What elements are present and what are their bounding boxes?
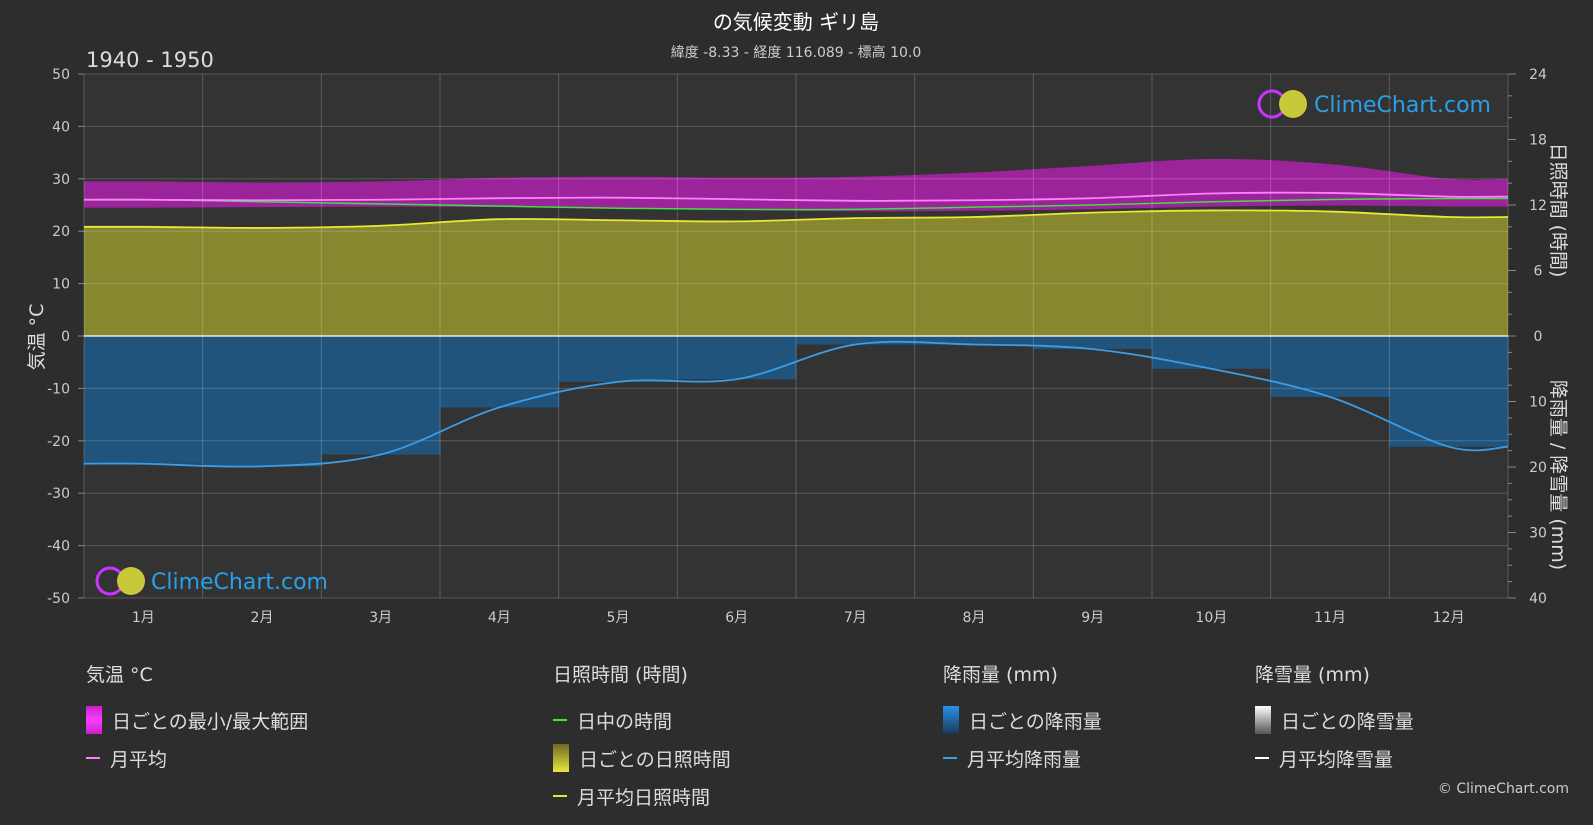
legend-item: 日ごとの最小/最大範囲 bbox=[86, 701, 308, 739]
month-label: 2月 bbox=[251, 610, 274, 626]
sunshine-mean-swatch bbox=[553, 795, 567, 797]
rain-bar bbox=[202, 336, 322, 467]
left-tick-label: -50 bbox=[47, 591, 70, 607]
period-label: 1940 - 1950 bbox=[86, 48, 214, 72]
legend-sun-title: 日照時間 (時間) bbox=[553, 664, 688, 686]
month-label: 4月 bbox=[488, 610, 511, 626]
snow-swatch bbox=[1255, 706, 1271, 734]
right-top-tick-label: 0 bbox=[1534, 329, 1543, 345]
left-tick-label: -40 bbox=[47, 539, 70, 555]
logo-sun-icon bbox=[1279, 90, 1307, 118]
legend-temp: 気温 °C 日ごとの最小/最大範囲 月平均 bbox=[86, 660, 308, 777]
rain-bar bbox=[1152, 336, 1272, 369]
snow-mean-swatch bbox=[1255, 757, 1269, 759]
rain-mean-line bbox=[83, 340, 1509, 468]
right-top-tick-label: 18 bbox=[1529, 133, 1547, 149]
legend-item: 日ごとの降雪量 bbox=[1255, 701, 1414, 739]
rain-bar bbox=[558, 336, 678, 382]
legend-item: 日ごとの降雨量 bbox=[943, 701, 1102, 739]
temp-range-swatch bbox=[86, 706, 102, 734]
legend-item-label: 日ごとの日照時間 bbox=[579, 748, 731, 771]
right-bottom-tick-label: 40 bbox=[1529, 591, 1547, 607]
right-axis-bottom-label: 降雨量 / 降雪量 (mm) bbox=[1547, 380, 1569, 570]
left-tick-label: -30 bbox=[47, 486, 70, 502]
legend-item-label: 日ごとの降雨量 bbox=[969, 710, 1102, 733]
daylight-swatch bbox=[553, 719, 567, 721]
right-axis-top-label: 日照時間 (時間) bbox=[1547, 143, 1569, 278]
right-bottom-tick-label: 20 bbox=[1529, 460, 1547, 476]
month-label: 1月 bbox=[132, 610, 155, 626]
month-label: 3月 bbox=[369, 610, 392, 626]
logo-sun-icon bbox=[117, 567, 145, 595]
month-label: 12月 bbox=[1433, 610, 1465, 626]
month-label: 6月 bbox=[725, 610, 748, 626]
legend-item-label: 月平均降雨量 bbox=[967, 748, 1082, 771]
legend-item: 月平均降雨量 bbox=[943, 739, 1102, 777]
rain-bar bbox=[914, 336, 1034, 345]
right-bottom-tick-label: 10 bbox=[1529, 395, 1547, 411]
month-label: 10月 bbox=[1195, 610, 1227, 626]
legend-snow-title: 降雪量 (mm) bbox=[1255, 664, 1370, 686]
left-tick-label: 10 bbox=[52, 277, 70, 293]
rain-bar bbox=[1270, 336, 1390, 397]
legend-item-label: 日中の時間 bbox=[577, 710, 673, 733]
right-top-tick-label: 24 bbox=[1529, 67, 1547, 83]
left-tick-label: 50 bbox=[52, 67, 70, 83]
left-tick-label: 0 bbox=[61, 329, 70, 345]
logo-bottom-text: ClimeChart.com bbox=[151, 570, 328, 595]
chart-axes: 50 40 30 20 10 0 -10 -20 -30 -40 -50 24 18 12 6 0 10 20 30… bbox=[47, 67, 1547, 626]
right-top-tick-label: 6 bbox=[1534, 264, 1543, 280]
left-tick-label: 40 bbox=[52, 119, 70, 135]
left-tick-label: 30 bbox=[52, 172, 70, 188]
right-top-tick-label: 12 bbox=[1529, 198, 1547, 214]
legend-item-label: 日ごとの降雪量 bbox=[1281, 710, 1414, 733]
logo-top-text: ClimeChart.com bbox=[1314, 93, 1491, 118]
legend-item-label: 月平均日照時間 bbox=[577, 786, 711, 809]
legend-item: 月平均 bbox=[86, 739, 308, 777]
left-tick-label: -10 bbox=[47, 381, 70, 397]
right-bottom-tick-label: 30 bbox=[1529, 526, 1547, 542]
rain-bar bbox=[796, 336, 916, 345]
month-label: 11月 bbox=[1314, 610, 1346, 626]
chart-subtitle: 緯度 -8.33 - 経度 116.089 - 標高 10.0 bbox=[671, 44, 922, 61]
legend-temp-title: 気温 °C bbox=[86, 664, 153, 686]
legend-item: 日中の時間 bbox=[553, 701, 731, 739]
month-label: 7月 bbox=[844, 610, 867, 626]
month-label: 5月 bbox=[607, 610, 630, 626]
temp-mean-line bbox=[83, 191, 1509, 202]
legend-item: 月平均日照時間 bbox=[553, 777, 731, 815]
legend-item-label: 月平均降雪量 bbox=[1279, 748, 1394, 771]
rain-bar bbox=[1389, 336, 1509, 447]
legend-sun: 日照時間 (時間) 日中の時間 日ごとの日照時間 月平均日照時間 bbox=[553, 660, 731, 815]
logo-bottom: ClimeChart.com bbox=[95, 566, 328, 596]
temp-mean-swatch bbox=[86, 757, 100, 759]
month-label: 9月 bbox=[1081, 610, 1104, 626]
month-label: 8月 bbox=[963, 610, 986, 626]
sunshine-swatch bbox=[553, 744, 569, 772]
legend-rain-title: 降雨量 (mm) bbox=[943, 664, 1058, 686]
sunshine-mean-line bbox=[83, 209, 1509, 229]
rain-swatch bbox=[943, 706, 959, 734]
rain-bar bbox=[84, 336, 204, 464]
daylight-line bbox=[83, 197, 1509, 211]
left-axis-label: 気温 °C bbox=[26, 304, 48, 371]
sunshine-area bbox=[84, 210, 1508, 336]
left-tick-label: 20 bbox=[52, 224, 70, 240]
rain-bar bbox=[677, 336, 797, 380]
legend-item: 月平均降雪量 bbox=[1255, 739, 1414, 777]
rain-bar bbox=[321, 336, 441, 455]
climate-chart: 50 40 30 20 10 0 -10 -20 -30 -40 -50 24 18 12 6 0 10 20 30… bbox=[26, 10, 1569, 626]
chart-lines bbox=[83, 191, 1509, 468]
legend-item: 日ごとの日照時間 bbox=[553, 739, 731, 777]
chart-title: の気候変動 ギリ島 bbox=[713, 10, 879, 34]
left-tick-label: -20 bbox=[47, 434, 70, 450]
logo-top: ClimeChart.com bbox=[1257, 89, 1491, 119]
copyright: © ClimeChart.com bbox=[1437, 781, 1569, 797]
legend-snow: 降雪量 (mm) 日ごとの降雪量 月平均降雪量 bbox=[1255, 660, 1414, 777]
legend-item-label: 日ごとの最小/最大範囲 bbox=[112, 710, 309, 733]
rain-mean-swatch bbox=[943, 757, 957, 759]
legend-rain: 降雨量 (mm) 日ごとの降雨量 月平均降雨量 bbox=[943, 660, 1102, 777]
legend-item-label: 月平均 bbox=[110, 748, 168, 771]
rain-bar bbox=[1033, 336, 1153, 350]
